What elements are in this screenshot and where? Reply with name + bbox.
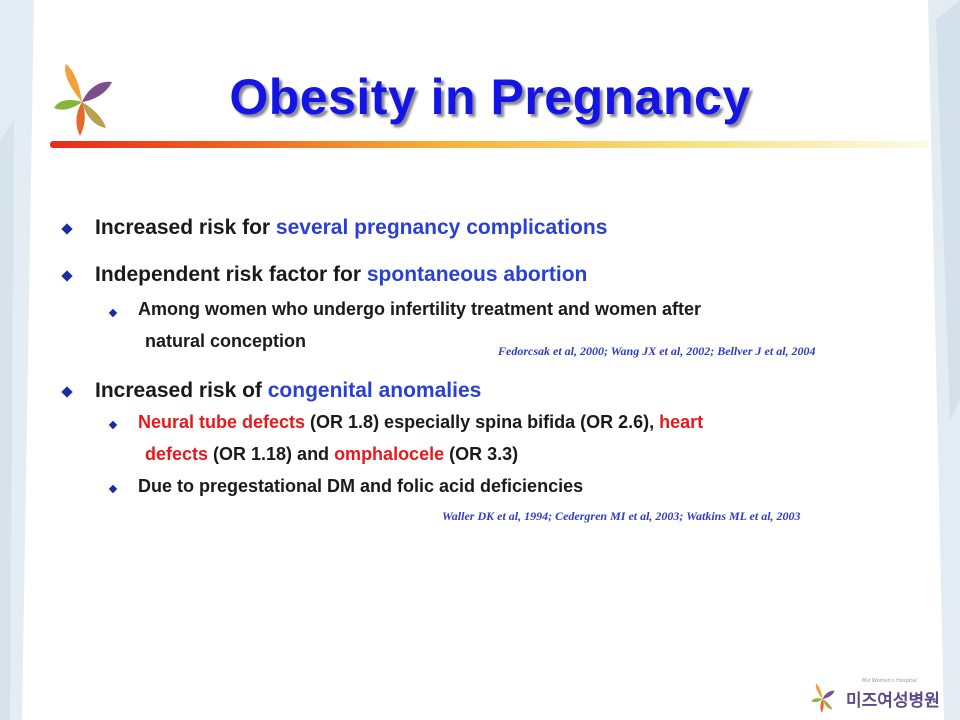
brand-subtitle: Miz Women's Hospital: [862, 678, 917, 684]
butterfly-logo-icon: [811, 683, 835, 713]
bullet-congenital-anomalies: Increased risk of congenital anomalies: [95, 379, 481, 403]
citation-anomalies: Waller DK et al, 1994; Cedergren MI et a…: [442, 509, 801, 523]
bullet-pregnancy-complications: Increased risk for several pregnancy com…: [95, 216, 607, 240]
sub-bullet-infertility-continued: natural conception: [145, 331, 307, 351]
sub-bullet-neural-tube: Neural tube defects (OR 1.8) especially …: [138, 412, 703, 433]
sub-bullet-infertility: Among women who undergo infertility trea…: [138, 299, 702, 319]
bullet-text: (OR 3.3): [444, 444, 519, 464]
bullet-text: Increased risk of: [95, 379, 268, 402]
bullet-text: Independent risk factor for: [95, 263, 367, 286]
bullet-text: (OR 1.8) especially spina bifida (OR 2.6…: [305, 412, 660, 432]
brand-name: 미즈여성병원: [846, 691, 940, 711]
sub-bullet-pregestational-dm: Due to pregestational DM and folic acid …: [138, 476, 584, 496]
butterfly-logo-icon: [54, 64, 112, 136]
sub-bullet-neural-tube-continued: defects (OR 1.18) and omphalocele (OR 3.…: [145, 444, 518, 465]
highlight-text: heart: [659, 412, 704, 432]
page-title: Obesity in Pregnancy: [229, 69, 751, 125]
bullet-text: (OR 1.18) and: [208, 444, 335, 464]
bullet-text: Increased risk for: [95, 216, 276, 239]
highlight-text: several pregnancy complications: [275, 216, 608, 239]
highlight-text: Neural tube defects: [138, 412, 306, 432]
highlight-text: congenital anomalies: [267, 379, 482, 402]
highlight-text: defects: [145, 444, 209, 464]
title-underline: [50, 141, 930, 148]
bullet-spontaneous-abortion: Independent risk factor for spontaneous …: [95, 263, 587, 287]
highlight-text: spontaneous abortion: [366, 263, 588, 286]
highlight-text: omphalocele: [334, 444, 445, 464]
citation-abortion: Fedorcsak et al, 2000; Wang JX et al, 20…: [498, 344, 816, 358]
hospital-brand: Miz Women's Hospital 미즈여성병원: [800, 678, 950, 716]
